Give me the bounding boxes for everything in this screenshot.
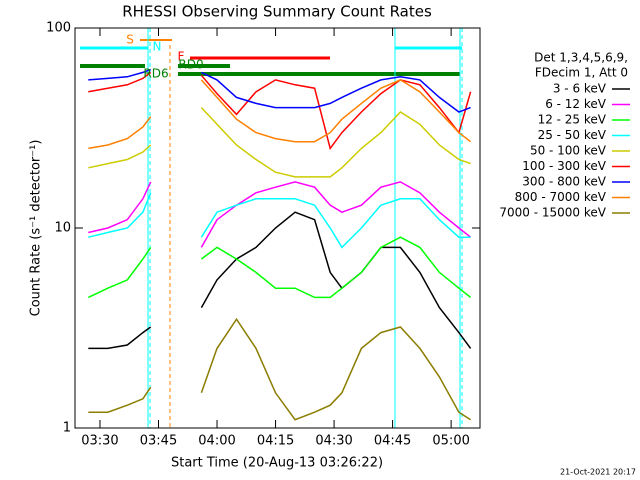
legend-header: FDecim 1, Att 0 xyxy=(535,66,628,80)
series-line xyxy=(88,68,471,113)
x-tick-label: 03:30 xyxy=(81,434,118,449)
footer: 21-Oct-2021 20:17 xyxy=(560,468,636,477)
x-tick-label: 05:00 xyxy=(432,434,469,449)
series-line xyxy=(88,71,472,151)
y-axis-label: Count Rate (s⁻¹ detector⁻¹) xyxy=(29,140,44,317)
x-tick-label: 03:45 xyxy=(140,434,177,449)
series-line xyxy=(87,236,472,299)
legend-label: 300 - 800 keV xyxy=(522,175,606,189)
chart-title: RHESSI Observing Summary Count Rates xyxy=(122,3,432,21)
series-line xyxy=(88,317,472,421)
legend-label: 25 - 50 keV xyxy=(538,128,607,142)
annotation: RD0 xyxy=(178,58,203,72)
series-line xyxy=(88,211,472,350)
series-line xyxy=(88,181,472,248)
legend-label: 50 - 100 keV xyxy=(530,144,607,158)
series-line xyxy=(88,107,471,178)
legend-label: 3 - 6 keV xyxy=(553,82,607,96)
x-tick-label: 04:45 xyxy=(374,434,411,449)
annotation: F xyxy=(178,50,185,64)
plot-frame xyxy=(74,27,481,429)
legend-label: 6 - 12 keV xyxy=(545,97,607,111)
legend-header: Det 1,3,4,5,6,9, xyxy=(534,51,628,65)
series-line xyxy=(88,79,472,150)
x-tick-label: 04:30 xyxy=(315,434,352,449)
y-tick-label: 10 xyxy=(54,221,71,236)
x-tick-label: 04:15 xyxy=(257,434,294,449)
legend-label: 12 - 25 keV xyxy=(538,113,607,127)
legend-label: 100 - 300 keV xyxy=(522,159,606,173)
x-axis-label: Start Time (20-Aug-13 03:26:22) xyxy=(171,456,383,471)
legend-label: 800 - 7000 keV xyxy=(515,190,607,204)
x-tick-label: 04:00 xyxy=(198,434,235,449)
flags xyxy=(80,28,463,428)
annotation: RD6 xyxy=(143,67,168,81)
legend-label: 7000 - 15000 keV xyxy=(499,206,606,220)
series-line xyxy=(88,192,471,249)
annotation: S xyxy=(126,33,134,47)
y-tick-label: 1 xyxy=(63,421,71,436)
y-tick-label: 100 xyxy=(46,21,71,36)
annotation: N xyxy=(153,40,162,54)
